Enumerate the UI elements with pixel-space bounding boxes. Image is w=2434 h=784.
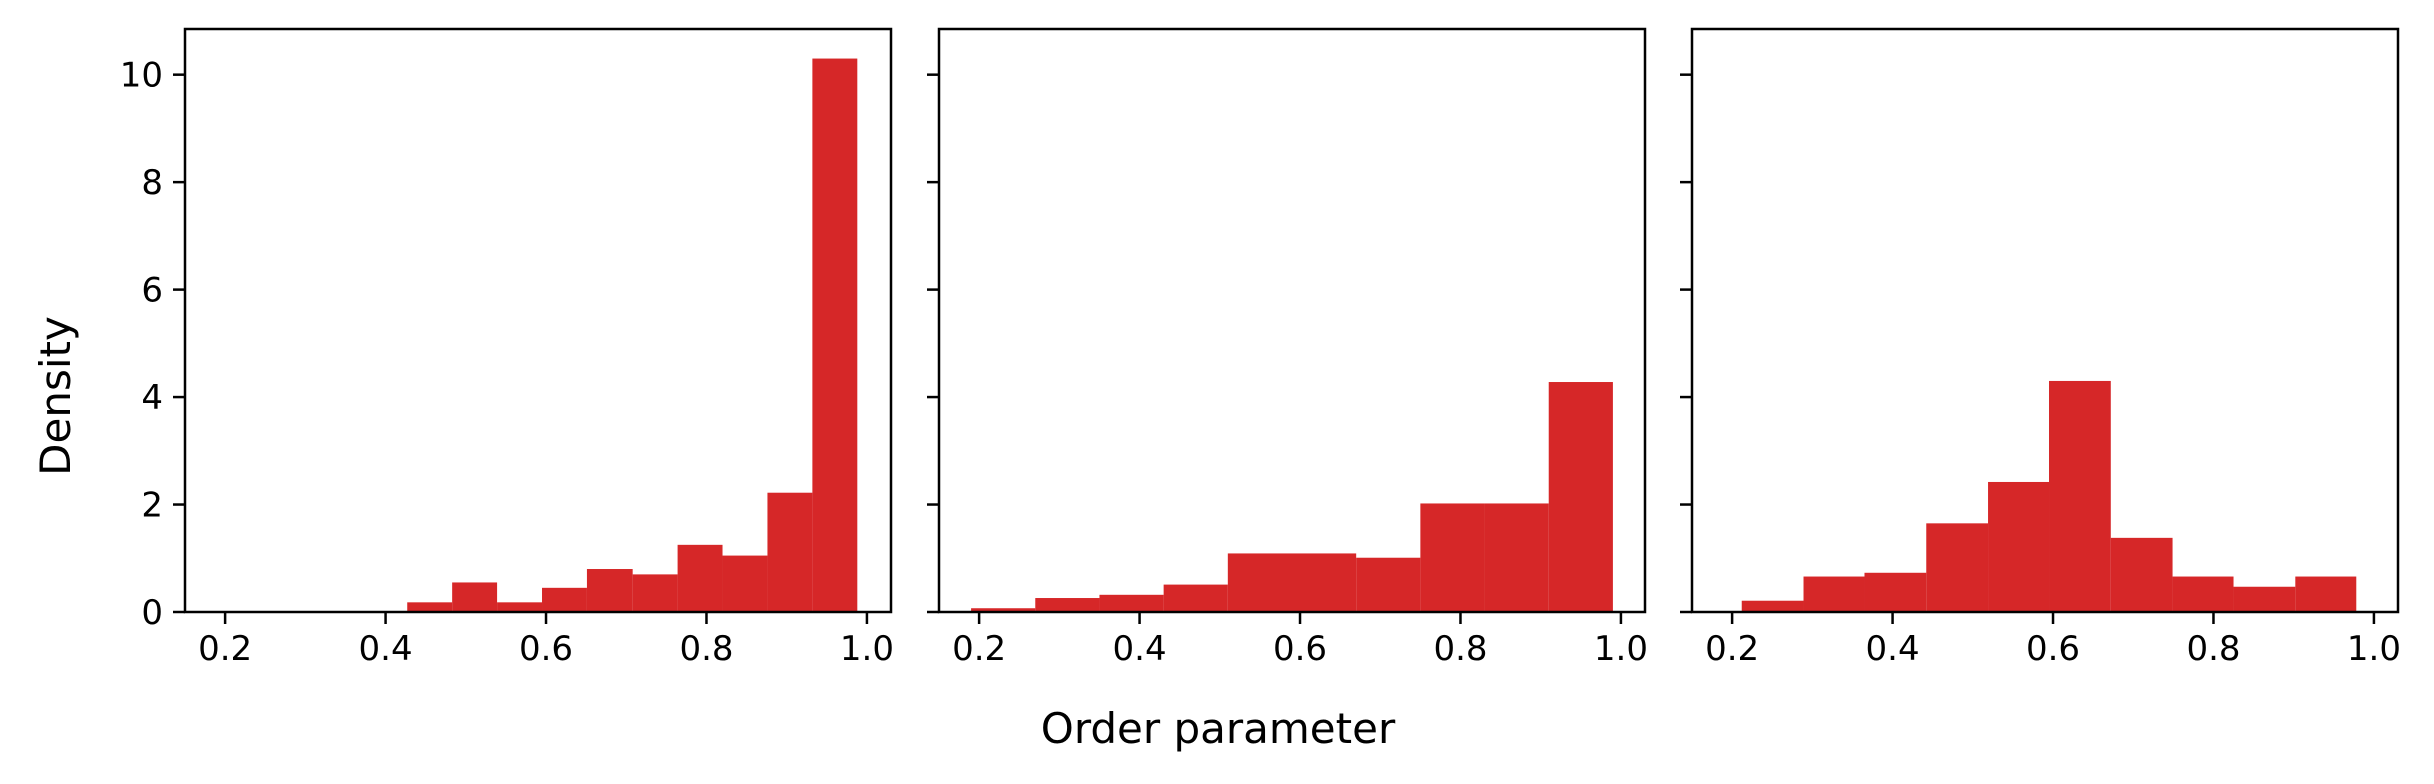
histogram-bar bbox=[1484, 503, 1549, 612]
histogram-bar bbox=[722, 555, 768, 612]
y-tick-label: 10 bbox=[120, 56, 163, 96]
x-tick-label: 1.0 bbox=[840, 629, 894, 669]
plot-frame bbox=[1690, 27, 2400, 614]
histogram-bar bbox=[1926, 523, 1989, 612]
histogram-bar bbox=[1864, 572, 1927, 612]
x-tick-label: 0.8 bbox=[2186, 629, 2240, 669]
histogram-bar bbox=[1163, 584, 1228, 612]
histogram-bar bbox=[586, 569, 633, 612]
histogram-bar bbox=[1803, 576, 1865, 612]
y-tick-label: 4 bbox=[141, 378, 163, 418]
x-tick-label: 0.2 bbox=[952, 629, 1006, 669]
histogram-bar bbox=[2295, 576, 2357, 612]
histogram-bar bbox=[1035, 598, 1100, 612]
x-tick-label: 1.0 bbox=[2347, 629, 2401, 669]
y-axis-title: Density bbox=[31, 316, 80, 476]
x-tick-label: 0.4 bbox=[1866, 629, 1920, 669]
histogram-bar bbox=[1420, 503, 1485, 612]
histogram-bar bbox=[452, 582, 498, 612]
plot-frame bbox=[183, 27, 893, 614]
x-tick-label: 0.2 bbox=[1705, 629, 1759, 669]
histogram-bar bbox=[2049, 380, 2111, 612]
x-tick-label: 0.6 bbox=[519, 629, 573, 669]
x-tick-label: 0.8 bbox=[1433, 629, 1487, 669]
plot-frame bbox=[937, 27, 1647, 614]
histogram-bar bbox=[542, 587, 587, 612]
histogram-bar bbox=[632, 574, 678, 612]
y-tick-label: 8 bbox=[141, 163, 163, 203]
x-tick-label: 0.6 bbox=[1273, 629, 1327, 669]
histogram-bar bbox=[497, 602, 543, 612]
x-tick-label: 0.2 bbox=[198, 629, 252, 669]
y-tick-label: 2 bbox=[141, 486, 163, 526]
histogram-bar bbox=[1099, 594, 1164, 612]
histogram-bar bbox=[1356, 557, 1421, 612]
histogram-bar bbox=[767, 492, 813, 612]
histogram-bar bbox=[971, 608, 1036, 612]
histogram-bar bbox=[407, 602, 453, 612]
panel-middle: 0.2 0.4 0.6 0.8 1.0 bbox=[927, 27, 1648, 669]
histogram-bar bbox=[1988, 481, 2050, 612]
x-tick-label: 1.0 bbox=[1594, 629, 1648, 669]
y-tick-label: 6 bbox=[141, 271, 163, 311]
histogram-bar bbox=[677, 544, 723, 612]
histogram-bar bbox=[1741, 600, 1804, 612]
x-tick-label: 0.4 bbox=[359, 629, 413, 669]
histogram-bar bbox=[2172, 576, 2234, 612]
x-tick-label: 0.4 bbox=[1113, 629, 1167, 669]
histogram-bar bbox=[1227, 553, 1292, 612]
histogram-bar bbox=[2110, 537, 2173, 612]
histogram-bar bbox=[2233, 586, 2296, 612]
x-axis-title: Order parameter bbox=[1041, 704, 1396, 753]
x-tick-label: 0.6 bbox=[2026, 629, 2080, 669]
panel-left: 0.2 0.4 0.6 0.8 1.0 0 2 4 6 8 10 bbox=[120, 27, 894, 669]
histogram-bar bbox=[812, 58, 858, 613]
panel-right: 0.2 0.4 0.6 0.8 1.0 bbox=[1680, 27, 2401, 669]
histogram-bar bbox=[1292, 553, 1357, 612]
x-tick-label: 0.8 bbox=[679, 629, 733, 669]
histogram-bar bbox=[1548, 382, 1613, 612]
y-tick-label: 0 bbox=[141, 593, 163, 633]
